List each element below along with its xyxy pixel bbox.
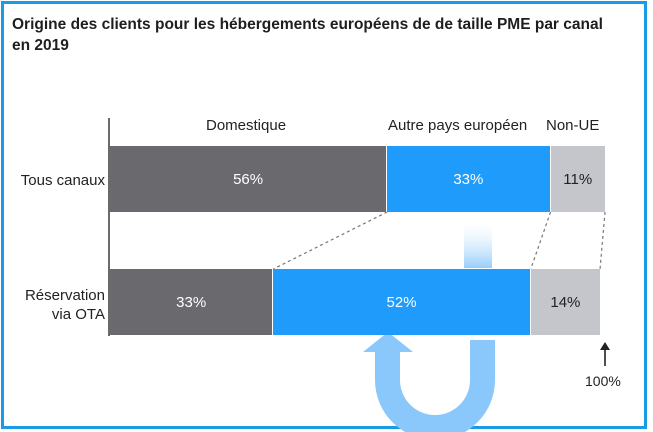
bar-value-label: 52% [386, 293, 417, 311]
bar-segment-2-3: 14% [530, 269, 601, 335]
bar-value-label: 56% [233, 170, 264, 188]
y-axis-line [108, 118, 110, 336]
connector-non-ue [599, 211, 606, 270]
axis-end-label: 100% [585, 373, 621, 389]
bar-segment-2-1: 33% [110, 269, 273, 335]
legend-non-ue: Non-UE [546, 117, 600, 134]
bar-value-label: 11% [563, 170, 593, 188]
bar-segment-1-1: 56% [110, 146, 387, 212]
bar-value-label: 14% [550, 293, 581, 311]
transfer-column-shape [464, 222, 492, 268]
shift-arrow-icon [363, 332, 495, 432]
connector-domestique [273, 211, 388, 270]
connector-europe [530, 211, 552, 270]
legend-domestique: Domestique [206, 117, 287, 134]
bar-value-label: 33% [453, 170, 484, 188]
bar-segment-2-2: 52% [273, 269, 530, 335]
bar-segment-1-3: 11% [550, 146, 605, 212]
row-label-tous-canaux: Tous canaux [20, 172, 105, 189]
row-label-reservation-via-ota: Réservation via OTA [24, 287, 105, 323]
chart-title: Origine des clients pour les hébergement… [12, 16, 603, 54]
legend-autre-pays-europeen: Autre pays européen [388, 117, 528, 134]
bar-segment-1-2: 33% [387, 146, 550, 212]
bar-value-label: 33% [176, 293, 207, 311]
up-arrow-icon [600, 342, 610, 350]
